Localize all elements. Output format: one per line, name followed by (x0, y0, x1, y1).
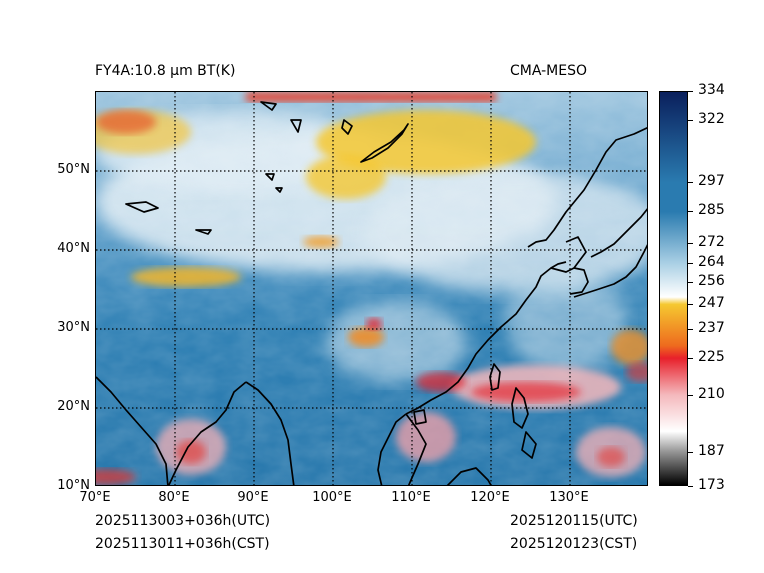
colorbar-tick (688, 358, 693, 360)
cold-cloud-top (96, 92, 496, 134)
colorbar-tick (688, 211, 693, 213)
colorbar-tick-label: 237 (698, 319, 725, 336)
lat-tick-label: 50°N (57, 162, 90, 177)
lon-tick-label: 70°E (79, 490, 111, 505)
lon-tick-label: 110°E (391, 490, 431, 505)
lon-tick-label: 90°E (237, 490, 269, 505)
colorbar-tick-label: 247 (698, 295, 725, 312)
gridlines (96, 92, 647, 485)
colorbar-tick (688, 451, 693, 453)
colorbar-tick (688, 181, 693, 183)
coastlines (96, 101, 647, 485)
colorbar-tick (688, 304, 693, 306)
lon-tick-label: 80°E (158, 490, 190, 505)
lon-tick-label: 120°E (470, 490, 510, 505)
colorbar-tick (688, 486, 693, 487)
lat-tick-label: 40°N (57, 241, 90, 256)
colorbar-tick (688, 243, 693, 245)
colorbar-tick-label: 225 (698, 349, 725, 366)
colorbar (659, 91, 688, 486)
lon-tick-label: 100°E (312, 490, 352, 505)
colorbar-tick-label: 297 (698, 172, 725, 189)
colorbar-tick (688, 395, 693, 397)
colorbar-tick (688, 91, 693, 92)
lat-tick-label: 10°N (57, 478, 90, 493)
lat-tick-label: 20°N (57, 399, 90, 414)
colorbar-tick (688, 282, 693, 284)
lon-tick-label: 130°E (549, 490, 589, 505)
colorbar-tick-label: 272 (698, 234, 725, 251)
colorbar-tick (688, 120, 693, 122)
colorbar-tick-label: 285 (698, 202, 725, 219)
valid-time-utc: 2025120115(UTC) (510, 513, 638, 529)
colorbar-tick (688, 328, 693, 330)
colorbar-tick (688, 262, 693, 264)
valid-time-cst: 2025120123(CST) (510, 536, 638, 552)
colorbar-tick-label: 210 (698, 386, 725, 403)
colorbar-tick-label: 334 (698, 82, 725, 98)
map-canvas (96, 92, 647, 485)
colorbar-tick-label: 264 (698, 253, 725, 270)
product-title: FY4A:10.8 µm BT(K) (95, 63, 236, 79)
init-time-utc: 2025113003+036h(UTC) (95, 513, 271, 529)
init-time-cst: 2025113011+036h(CST) (95, 536, 270, 552)
satellite-map (95, 91, 648, 486)
colorbar-tick-label: 187 (698, 442, 725, 459)
lat-tick-label: 30°N (57, 320, 90, 335)
colorbar-tick-label: 256 (698, 273, 725, 290)
colorbar-tick-label: 322 (698, 111, 725, 128)
source-label: CMA-MESO (510, 63, 588, 79)
colorbar-tick-label: 173 (698, 477, 725, 493)
